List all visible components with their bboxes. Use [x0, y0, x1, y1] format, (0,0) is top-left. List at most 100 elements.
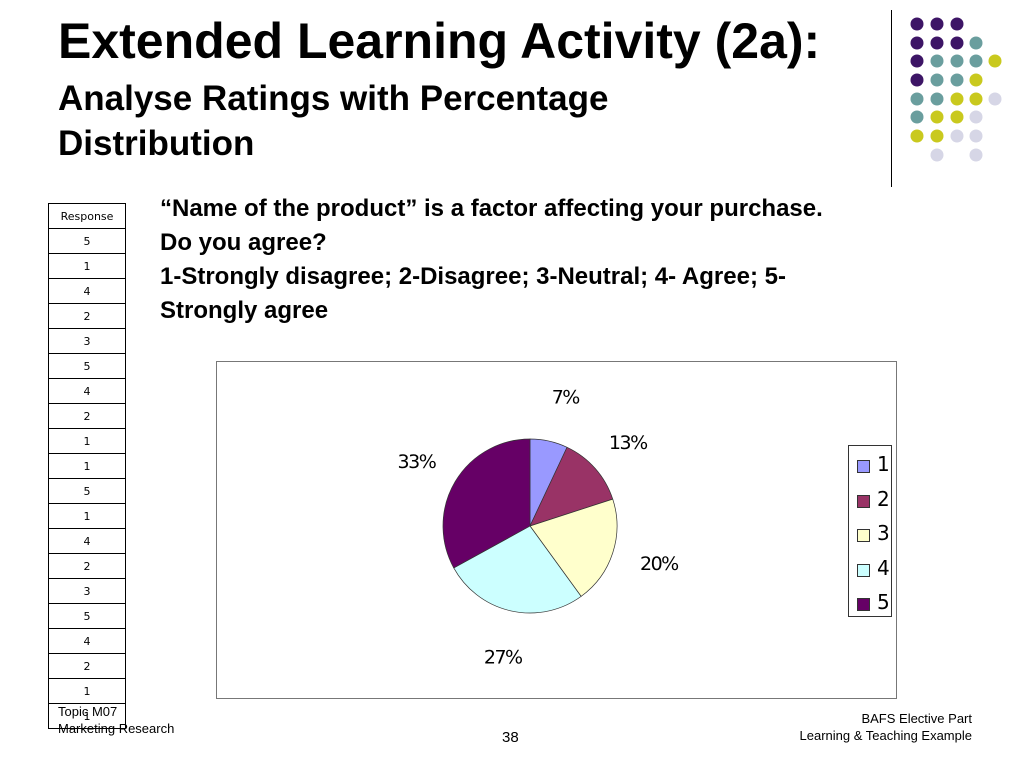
decorative-dot — [930, 110, 944, 124]
footer-topic: Topic M07 Marketing Research — [58, 703, 174, 737]
response-cell: 2 — [48, 653, 126, 679]
decorative-dot — [969, 148, 983, 162]
decorative-dot — [930, 148, 944, 162]
response-cell: 2 — [48, 403, 126, 429]
page-number: 38 — [502, 729, 519, 746]
table-row: 1 — [48, 703, 126, 729]
decorative-dot — [969, 92, 983, 106]
decorative-dot — [930, 73, 944, 87]
table-row: 4 — [48, 628, 126, 654]
decorative-dot — [969, 129, 983, 143]
decorative-dot — [950, 54, 964, 68]
response-cell: 5 — [48, 228, 126, 254]
pie-slice-4 — [453, 525, 582, 614]
legend-item: 2 — [855, 487, 895, 521]
footer-course-line-2: Learning & Teaching Example — [799, 728, 973, 743]
decorative-dot — [910, 73, 924, 87]
response-cell: 1 — [48, 428, 126, 454]
legend-item: 1 — [855, 452, 895, 486]
table-row: 5 — [48, 603, 126, 629]
table-header-row: Response — [48, 203, 126, 229]
legend-label: 3 — [877, 521, 890, 545]
decorative-dot — [988, 92, 1002, 106]
decorative-dot — [950, 129, 964, 143]
decorative-dot — [930, 36, 944, 50]
pie-slice-3 — [529, 498, 618, 597]
decorative-dot — [910, 36, 924, 50]
table-row: 2 — [48, 403, 126, 429]
data-label: 33% — [398, 451, 436, 473]
response-cell: 5 — [48, 478, 126, 504]
data-label: 27% — [484, 646, 522, 668]
response-cell: 4 — [48, 628, 126, 654]
decorative-dot — [910, 110, 924, 124]
legend-label: 2 — [877, 486, 890, 511]
question-line-3: 1-Strongly disagree; 2-Disagree; 3-Neutr… — [160, 263, 786, 290]
table-row: 5 — [48, 478, 126, 504]
decorative-dot — [950, 92, 964, 106]
footer-topic-code: Topic M07 — [58, 704, 118, 719]
legend-label: 4 — [877, 555, 890, 580]
table-row: 1 — [48, 678, 126, 704]
table-row: 3 — [48, 578, 126, 604]
footer-course: BAFS Elective Part Learning & Teaching E… — [800, 710, 973, 744]
decorative-dot — [988, 54, 1002, 68]
decorative-dot — [910, 92, 924, 106]
table-row: 1 — [48, 503, 126, 529]
response-cell: 1 — [48, 678, 126, 704]
question-line-1: “Name of the product” is a factor affect… — [160, 195, 823, 222]
table-row: 4 — [48, 378, 126, 404]
decorative-dot — [930, 92, 944, 106]
legend-label: 5 — [877, 590, 890, 614]
data-label: 20% — [640, 553, 678, 575]
decorative-dot — [910, 54, 924, 68]
slide-title: Extended Learning Activity (2a): — [58, 13, 821, 69]
chart-legend: 1 2 3 4 5 — [848, 445, 892, 617]
response-cell: 5 — [48, 603, 126, 629]
legend-swatch — [857, 529, 870, 542]
decorative-dot — [950, 17, 964, 31]
pie-chart-canvas: 7% 13% 20% 27% 33% — [398, 387, 680, 669]
response-cell: 1 — [48, 453, 126, 479]
response-cell: 1 — [48, 703, 126, 729]
footer-course-line-1: BAFS Elective Part — [861, 711, 972, 726]
pie-slice-2 — [529, 446, 614, 527]
decorative-dot — [930, 129, 944, 143]
response-cell: 2 — [48, 553, 126, 579]
data-label: 7% — [552, 387, 580, 409]
response-cell: 1 — [48, 253, 126, 279]
decorative-dot — [930, 54, 944, 68]
decorative-dot — [910, 17, 924, 31]
data-label: 13% — [609, 432, 647, 454]
response-cell: 3 — [48, 578, 126, 604]
decorative-dot — [930, 17, 944, 31]
question-line-4: Strongly agree — [160, 297, 329, 324]
table-row: 5 — [48, 228, 126, 254]
pie-slice-5 — [442, 438, 531, 569]
response-cell: 5 — [48, 353, 126, 379]
decorative-dot — [910, 129, 924, 143]
response-cell: 4 — [48, 278, 126, 304]
table-row: 1 — [48, 428, 126, 454]
decorative-dot-grid — [910, 17, 1002, 162]
pie-chart: 7% 13% 20% 27% 33% 1 2 3 4 5 — [216, 361, 897, 699]
survey-question: “Name of the product” is a factor affect… — [160, 192, 980, 328]
table-row: 1 — [48, 453, 126, 479]
decorative-dot — [950, 36, 964, 50]
question-line-2: Do you agree? — [160, 229, 327, 256]
legend-swatch — [857, 494, 870, 508]
title-divider — [891, 10, 892, 187]
response-cell: 2 — [48, 303, 126, 329]
table-header-cell: Response — [48, 203, 126, 229]
table-row: 4 — [48, 278, 126, 304]
legend-swatch — [857, 563, 870, 577]
response-cell: 4 — [48, 378, 126, 404]
slide-subtitle: Analyse Ratings with Percentage Distribu… — [58, 79, 609, 163]
table-row: 1 — [48, 253, 126, 279]
legend-item: 3 — [855, 521, 895, 555]
table-row: 2 — [48, 653, 126, 679]
footer-topic-name: Marketing Research — [58, 721, 175, 736]
table-row: 5 — [48, 353, 126, 379]
response-cell: 1 — [48, 503, 126, 529]
